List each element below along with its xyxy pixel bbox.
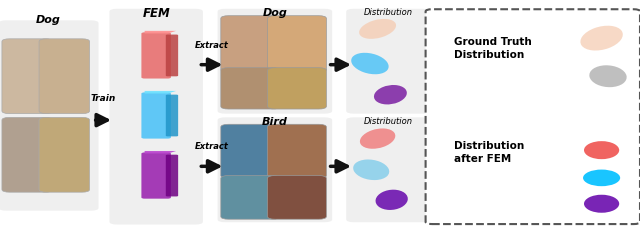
FancyBboxPatch shape xyxy=(141,32,171,79)
FancyBboxPatch shape xyxy=(141,152,171,199)
Ellipse shape xyxy=(374,85,407,104)
Ellipse shape xyxy=(584,141,619,159)
Ellipse shape xyxy=(583,170,620,186)
Text: Bird: Bird xyxy=(262,117,288,127)
Ellipse shape xyxy=(584,195,619,213)
FancyBboxPatch shape xyxy=(2,117,52,192)
FancyBboxPatch shape xyxy=(346,117,431,222)
FancyBboxPatch shape xyxy=(268,124,326,178)
FancyBboxPatch shape xyxy=(221,16,280,72)
FancyBboxPatch shape xyxy=(221,176,280,219)
Ellipse shape xyxy=(589,65,627,87)
Text: Ground Truth
Distribution: Ground Truth Distribution xyxy=(454,37,532,60)
Text: Distribution: Distribution xyxy=(364,117,413,126)
FancyBboxPatch shape xyxy=(268,68,326,109)
Polygon shape xyxy=(145,91,176,94)
Ellipse shape xyxy=(376,190,408,210)
FancyBboxPatch shape xyxy=(218,9,332,114)
FancyBboxPatch shape xyxy=(2,39,52,114)
Ellipse shape xyxy=(580,26,623,51)
Ellipse shape xyxy=(353,159,389,180)
Text: Distribution
after FEM: Distribution after FEM xyxy=(454,141,525,164)
FancyBboxPatch shape xyxy=(166,95,178,136)
Text: Extract: Extract xyxy=(195,41,228,50)
FancyBboxPatch shape xyxy=(268,16,326,72)
Polygon shape xyxy=(145,151,176,154)
Text: Extract: Extract xyxy=(195,142,228,151)
FancyBboxPatch shape xyxy=(426,9,640,224)
FancyBboxPatch shape xyxy=(166,155,178,196)
Ellipse shape xyxy=(351,53,388,74)
Polygon shape xyxy=(145,31,176,33)
FancyBboxPatch shape xyxy=(141,92,171,139)
FancyBboxPatch shape xyxy=(109,9,203,225)
Text: Dog: Dog xyxy=(36,15,61,25)
FancyBboxPatch shape xyxy=(39,117,90,192)
Text: Dog: Dog xyxy=(263,8,287,18)
FancyBboxPatch shape xyxy=(166,35,178,76)
Ellipse shape xyxy=(360,128,396,149)
Text: Distribution: Distribution xyxy=(364,8,413,17)
Text: Train: Train xyxy=(91,94,116,103)
FancyBboxPatch shape xyxy=(221,124,280,178)
FancyBboxPatch shape xyxy=(218,117,332,222)
FancyBboxPatch shape xyxy=(221,68,280,109)
Text: FEM: FEM xyxy=(142,7,170,20)
FancyBboxPatch shape xyxy=(0,20,99,211)
FancyBboxPatch shape xyxy=(268,176,326,219)
FancyBboxPatch shape xyxy=(346,9,431,114)
FancyBboxPatch shape xyxy=(39,39,90,114)
Ellipse shape xyxy=(359,19,396,39)
